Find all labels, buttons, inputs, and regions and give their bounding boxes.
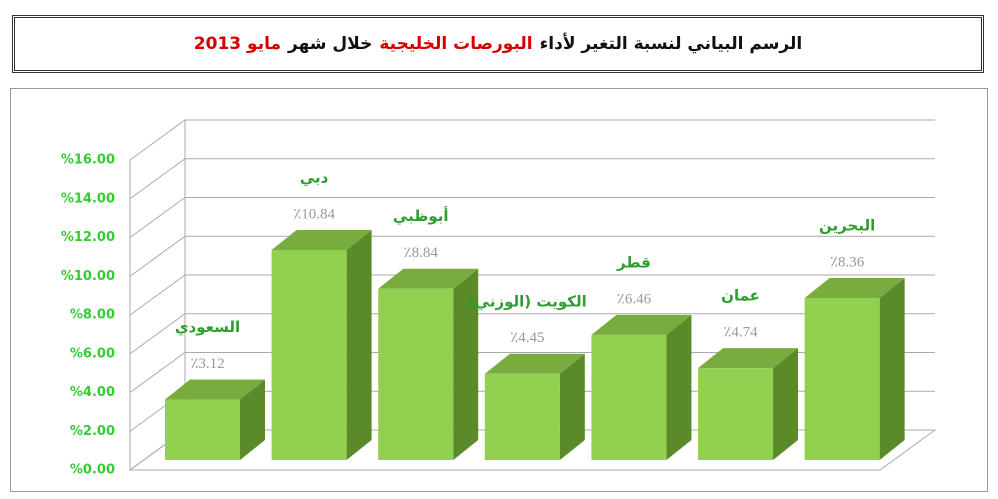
bar-top — [165, 379, 265, 400]
grid-line — [129, 119, 935, 161]
bar-top — [271, 229, 372, 250]
grid-line — [129, 274, 935, 316]
category-label: البحرين — [819, 217, 875, 235]
bar-side — [773, 348, 799, 460]
title-part: الرسم البياني لنسبة التغير لأداء — [539, 34, 803, 54]
bar-top — [378, 268, 479, 289]
grid-line — [129, 235, 935, 277]
value-label: ٪8.36 — [830, 254, 865, 270]
category-label: عمان — [721, 287, 760, 305]
bar-side — [453, 268, 479, 460]
value-label: ٪10.84 — [293, 206, 335, 222]
y-tick-label: %4.00 — [70, 385, 115, 400]
category-label: دبي — [300, 168, 329, 186]
bar-side — [346, 229, 372, 460]
value-label: ٪8.84 — [404, 245, 439, 261]
value-label: ٪6.46 — [617, 291, 652, 307]
grid-line — [129, 197, 935, 238]
bar — [484, 373, 560, 460]
bar-side — [559, 353, 585, 460]
bar-side — [879, 278, 905, 460]
bar — [378, 288, 454, 460]
value-label: ٪4.45 — [510, 330, 544, 346]
y-tick-label: %0.00 — [70, 463, 115, 478]
category-label: أبوظبي — [393, 206, 449, 225]
category-label: السعودي — [175, 318, 240, 337]
category-label: الكويت (الوزني) — [468, 292, 587, 310]
y-tick-label: %12.00 — [61, 230, 115, 245]
value-label: ٪4.74 — [723, 325, 758, 341]
bar-top — [591, 314, 692, 335]
y-tick-label: %6.00 — [70, 346, 115, 361]
bar — [271, 249, 347, 460]
bar-top — [804, 278, 905, 299]
title-part: مايو 2013 — [193, 34, 281, 54]
title-box: الرسم البياني لنسبة التغير لأداء البورصات… — [12, 15, 984, 73]
title-part: البورصات الخليجية — [379, 34, 533, 54]
bar-top — [484, 353, 585, 374]
title-part: خلال شهر — [288, 34, 373, 54]
y-tick-label: %14.00 — [61, 191, 115, 206]
y-tick-label: %10.00 — [61, 269, 115, 284]
category-label: قطر — [616, 253, 651, 271]
value-label: ٪3.12 — [190, 356, 224, 372]
grid-line — [129, 313, 935, 355]
chart: %0.00 %2.00 %4.00 %6.00 %8.00 %10.00 %12.00 %14… — [10, 88, 988, 492]
y-tick-label: %2.00 — [70, 424, 115, 439]
bar-side — [666, 314, 692, 460]
bar — [804, 298, 880, 460]
y-tick-label: %16.00 — [61, 153, 115, 168]
bar-top — [698, 348, 799, 369]
bar — [591, 334, 667, 460]
grid-line — [129, 158, 935, 200]
y-tick-label: %8.00 — [70, 308, 115, 323]
bar — [698, 368, 774, 460]
bar-side — [240, 379, 265, 460]
bar — [165, 399, 240, 460]
